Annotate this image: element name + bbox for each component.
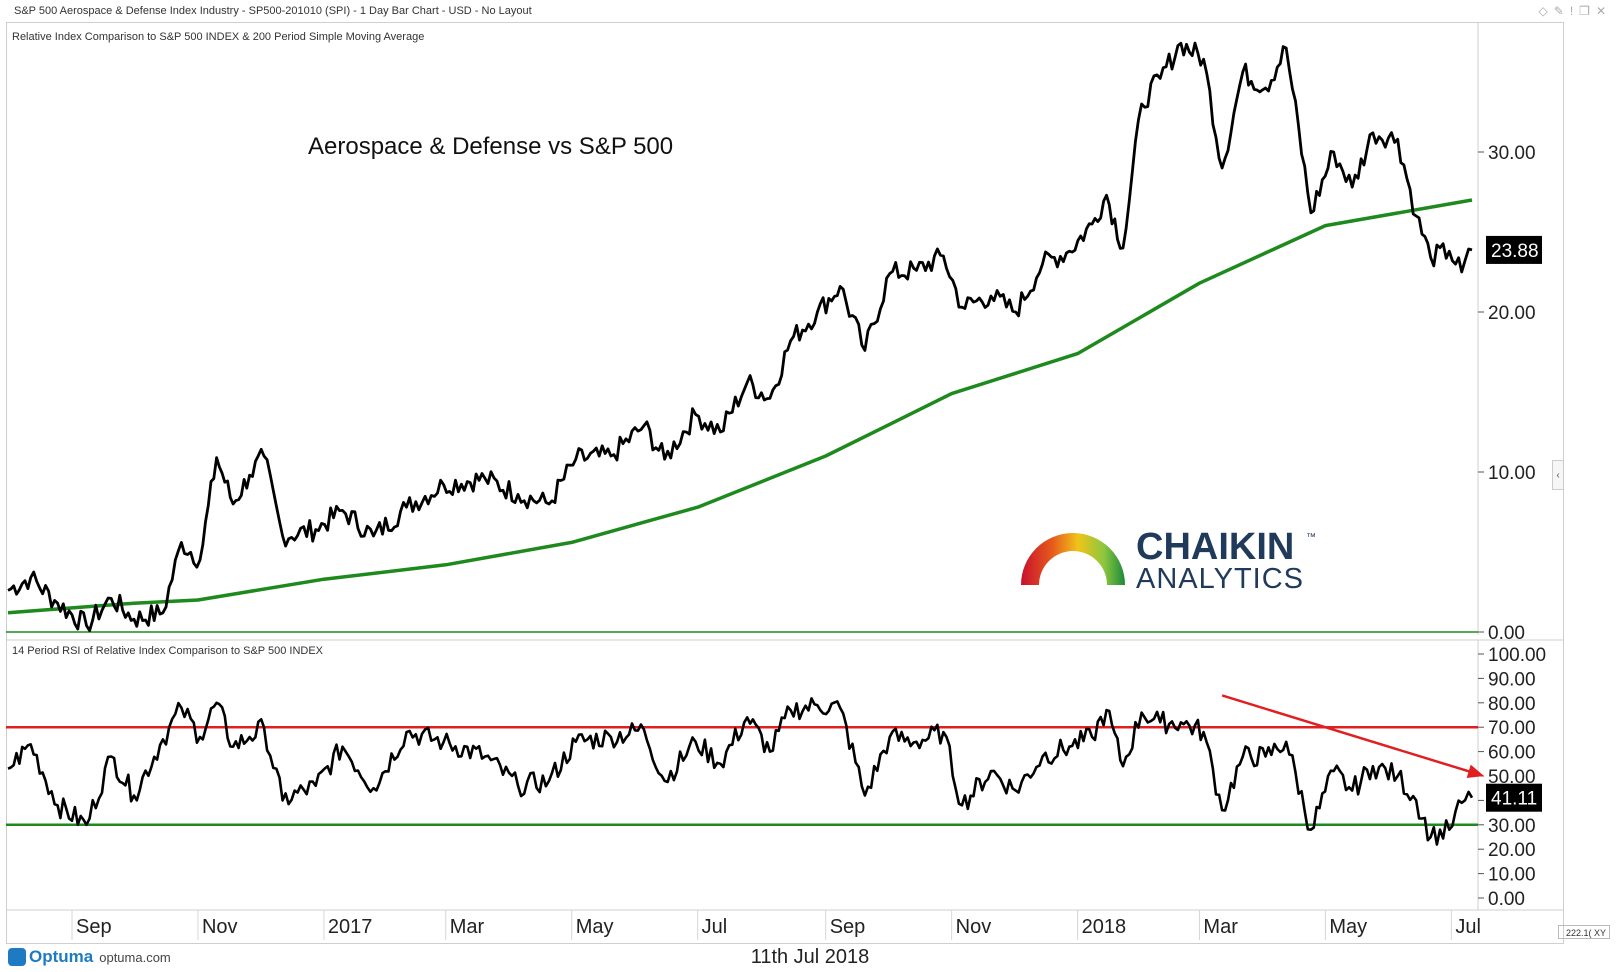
last-rsi-badge-bg (1486, 783, 1542, 812)
chart-header: S&P 500 Aerospace & Defense Index Indust… (0, 0, 1620, 22)
y-tick-label: 100.00 (1488, 645, 1546, 666)
y-tick-label: 70.00 (1488, 718, 1536, 739)
logo-name: CHAIKIN (1136, 526, 1294, 568)
rsi-line (7, 697, 1474, 846)
logo-trademark: ™ (1306, 532, 1316, 543)
close-icon[interactable]: ✕ (1595, 4, 1612, 18)
rsi-trend-arrow (1221, 694, 1473, 774)
upper-panel: Relative Index Comparison to S&P 500 IND… (6, 22, 1542, 644)
x-tick-label: Jul (1455, 916, 1481, 938)
lower-panel: 14 Period RSI of Relative Index Comparis… (6, 639, 1564, 910)
chart-canvas[interactable]: Relative Index Comparison to S&P 500 IND… (0, 0, 1620, 944)
y-tick-label: 10.00 (1488, 865, 1536, 886)
zoom-readout[interactable]: 222.1( XY (1558, 925, 1610, 939)
sma-200-line (7, 198, 1473, 615)
y-tick-label: 60.00 (1488, 743, 1536, 764)
y-tick-label: 20.00 (1488, 840, 1536, 861)
last-price-value: 23.88 (1491, 241, 1539, 262)
y-tick-label: 80.00 (1488, 694, 1536, 715)
logo-sub: ANALYTICS (1136, 563, 1304, 595)
last-price-badge-bg (1486, 235, 1542, 264)
minimize-icon[interactable]: ǃ (1569, 4, 1580, 18)
chart-annotation-title: Aerospace & Defense vs S&P 500 (308, 133, 673, 160)
y-tick-label: 30.00 (1488, 143, 1536, 164)
y-tick-label: 0.00 (1488, 623, 1525, 644)
lower-panel-caption: 14 Period RSI of Relative Index Comparis… (12, 645, 324, 657)
y-tick-label: 10.00 (1488, 463, 1536, 484)
upper-panel-caption: Relative Index Comparison to S&P 500 IND… (12, 31, 424, 43)
x-tick-label: Jul (702, 916, 728, 938)
chaikin-logo: CHAIKIN ™ ANALYTICS (1021, 526, 1316, 595)
optuma-branding: Optuma optuma.com (8, 944, 171, 970)
rsi-trend-arrowhead-icon (1466, 764, 1484, 778)
x-tick-label: Mar (1203, 916, 1238, 938)
y-tick-label: 30.00 (1488, 816, 1536, 837)
x-tick-label: 2017 (328, 916, 373, 938)
x-tick-label: May (1329, 916, 1367, 938)
x-tick-label: Nov (956, 916, 992, 938)
y-tick-label: 90.00 (1488, 669, 1536, 690)
optuma-brand: Optuma (29, 947, 94, 966)
upper-y-axis: 0.00 10.00 20.00 30.00 (1478, 143, 1536, 644)
gauge-arc-icon (1021, 533, 1125, 585)
chart-window-title: S&P 500 Aerospace & Defense Index Indust… (14, 5, 532, 17)
optuma-site[interactable]: optuma.com (99, 949, 171, 965)
last-price-badge: 23.88 (1486, 235, 1542, 264)
y-tick-label: 20.00 (1488, 303, 1536, 324)
y-tick-label: 0.00 (1488, 889, 1525, 910)
x-tick-label: 2018 (1082, 916, 1127, 938)
last-rsi-badge: 41.11 (1486, 783, 1542, 812)
last-rsi-value: 41.11 (1491, 789, 1537, 810)
x-tick-label: Nov (202, 916, 238, 938)
collapse-panel-button[interactable]: ‹ (1552, 460, 1564, 490)
pin-icon[interactable]: ✎ (1553, 4, 1570, 18)
window-controls[interactable]: ◇✎ǃ❐✕ (1539, 0, 1612, 22)
relative-index-line (7, 41, 1473, 633)
chart-date: 11th Jul 2018 (750, 946, 870, 968)
optuma-logo-icon (8, 948, 26, 966)
restore-icon[interactable]: ❐ (1579, 4, 1596, 18)
lower-y-axis: 0.0010.0020.0030.0040.0050.0060.0070.008… (1478, 645, 1546, 910)
x-tick-label: May (576, 916, 614, 938)
x-tick-label: Sep (76, 916, 112, 938)
x-tick-label: Sep (830, 916, 866, 938)
y-tick-label: 50.00 (1488, 767, 1536, 788)
x-axis: Sep Nov 2017 Mar May Jul Sep Nov 2018 Mar May Jul (71, 910, 1481, 940)
x-tick-label: Mar (450, 916, 485, 938)
diamond-icon[interactable]: ◇ (1538, 4, 1554, 18)
